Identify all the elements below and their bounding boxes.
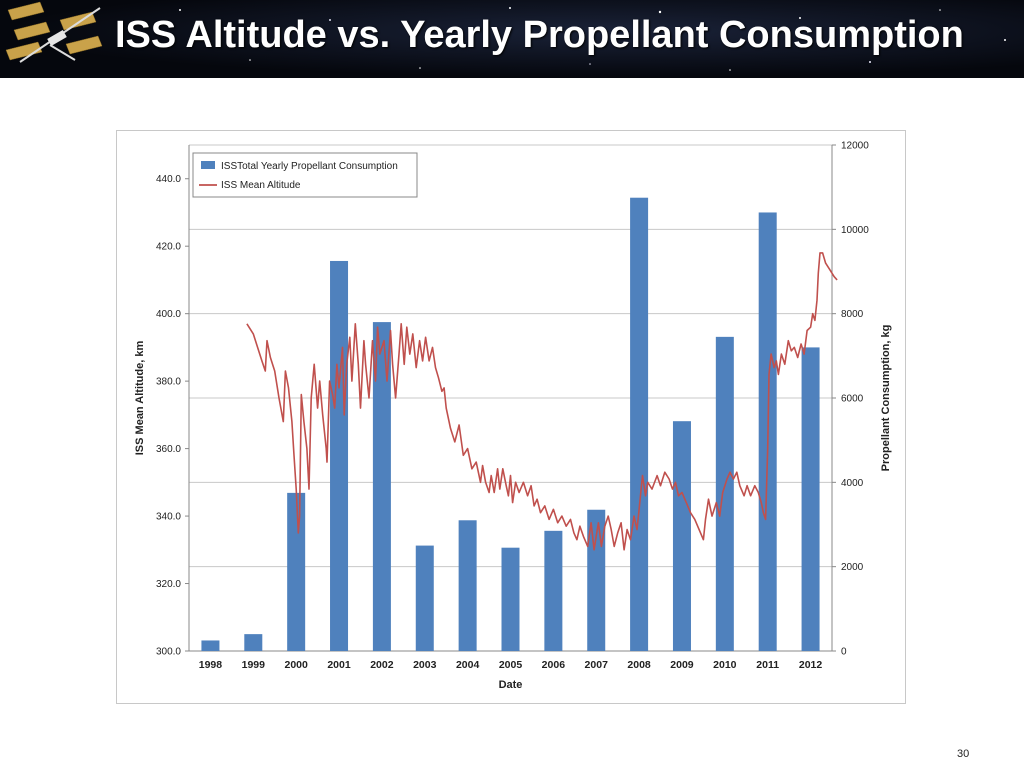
left-tick-label: 420.0 [156,242,181,253]
left-axis-title: ISS Mean Altitude, km [134,341,146,456]
right-tick-label: 4000 [841,478,864,489]
legend-bar-swatch [201,161,215,169]
combo-chart: 300.0 320.0 340.0 360.0 380.0 400.0 420.0 440.0… [134,141,892,692]
bar [630,197,649,651]
right-tick-label: 0 [841,647,847,658]
starfield-background [179,7,1006,71]
bar [501,547,520,651]
right-tick-label: 12000 [841,141,869,152]
slide-title: ISS Altitude vs. Yearly Propellant Consu… [115,14,964,56]
left-tick-label: 300.0 [156,647,181,658]
x-tick-label: 2003 [413,659,437,671]
bar [287,492,306,651]
chart-area: 300.0 320.0 340.0 360.0 380.0 400.0 420.0 440.0… [116,130,906,704]
bar [544,530,563,651]
x-tick-label: 2000 [284,659,308,671]
bar [244,634,263,651]
x-tick-label: 2009 [670,659,694,671]
x-tick-label: 1999 [242,659,266,671]
x-tick-label: 2007 [585,659,609,671]
x-tick-label: 2002 [370,659,394,671]
bar [458,520,477,651]
altitude-line [246,252,838,551]
iss-station-icon [5,1,103,63]
right-tick-label: 8000 [841,309,864,320]
left-tick-label: 400.0 [156,309,181,320]
left-tick-label: 380.0 [156,377,181,388]
x-tick-label: 2004 [456,659,480,671]
left-tick-label: 360.0 [156,444,181,455]
legend-bar-label: ISSTotal Yearly Propellant Consumption [221,161,398,172]
legend-line-label: ISS Mean Altitude [221,180,301,191]
right-tick-label: 10000 [841,225,869,236]
right-tick-label: 6000 [841,394,864,405]
x-tick-label: 2008 [627,659,651,671]
left-tick-label: 340.0 [156,512,181,523]
x-tick-label: 2005 [499,659,523,671]
x-tick-label: 2010 [713,659,737,671]
bar [801,347,820,651]
bar [415,545,434,651]
x-axis-title: Date [499,679,523,691]
bar [372,322,391,651]
right-tick-label: 2000 [841,562,864,573]
bar [330,260,349,651]
x-tick-label: 2001 [327,659,351,671]
legend-box [192,152,418,198]
x-tick-label: 2012 [799,659,823,671]
right-axis-title: Propellant Consumption, kg [880,325,892,472]
bar [201,640,220,651]
bar [715,336,734,651]
page-number: 30 [957,748,970,760]
x-tick-label: 2006 [542,659,566,671]
title-banner: ISS Altitude vs. Yearly Propellant Consu… [0,0,1024,78]
x-tick-label: 2011 [756,659,779,671]
bar [672,421,691,651]
left-tick-label: 320.0 [156,579,181,590]
left-tick-label: 440.0 [156,174,181,185]
x-tick-label: 1998 [199,659,223,671]
